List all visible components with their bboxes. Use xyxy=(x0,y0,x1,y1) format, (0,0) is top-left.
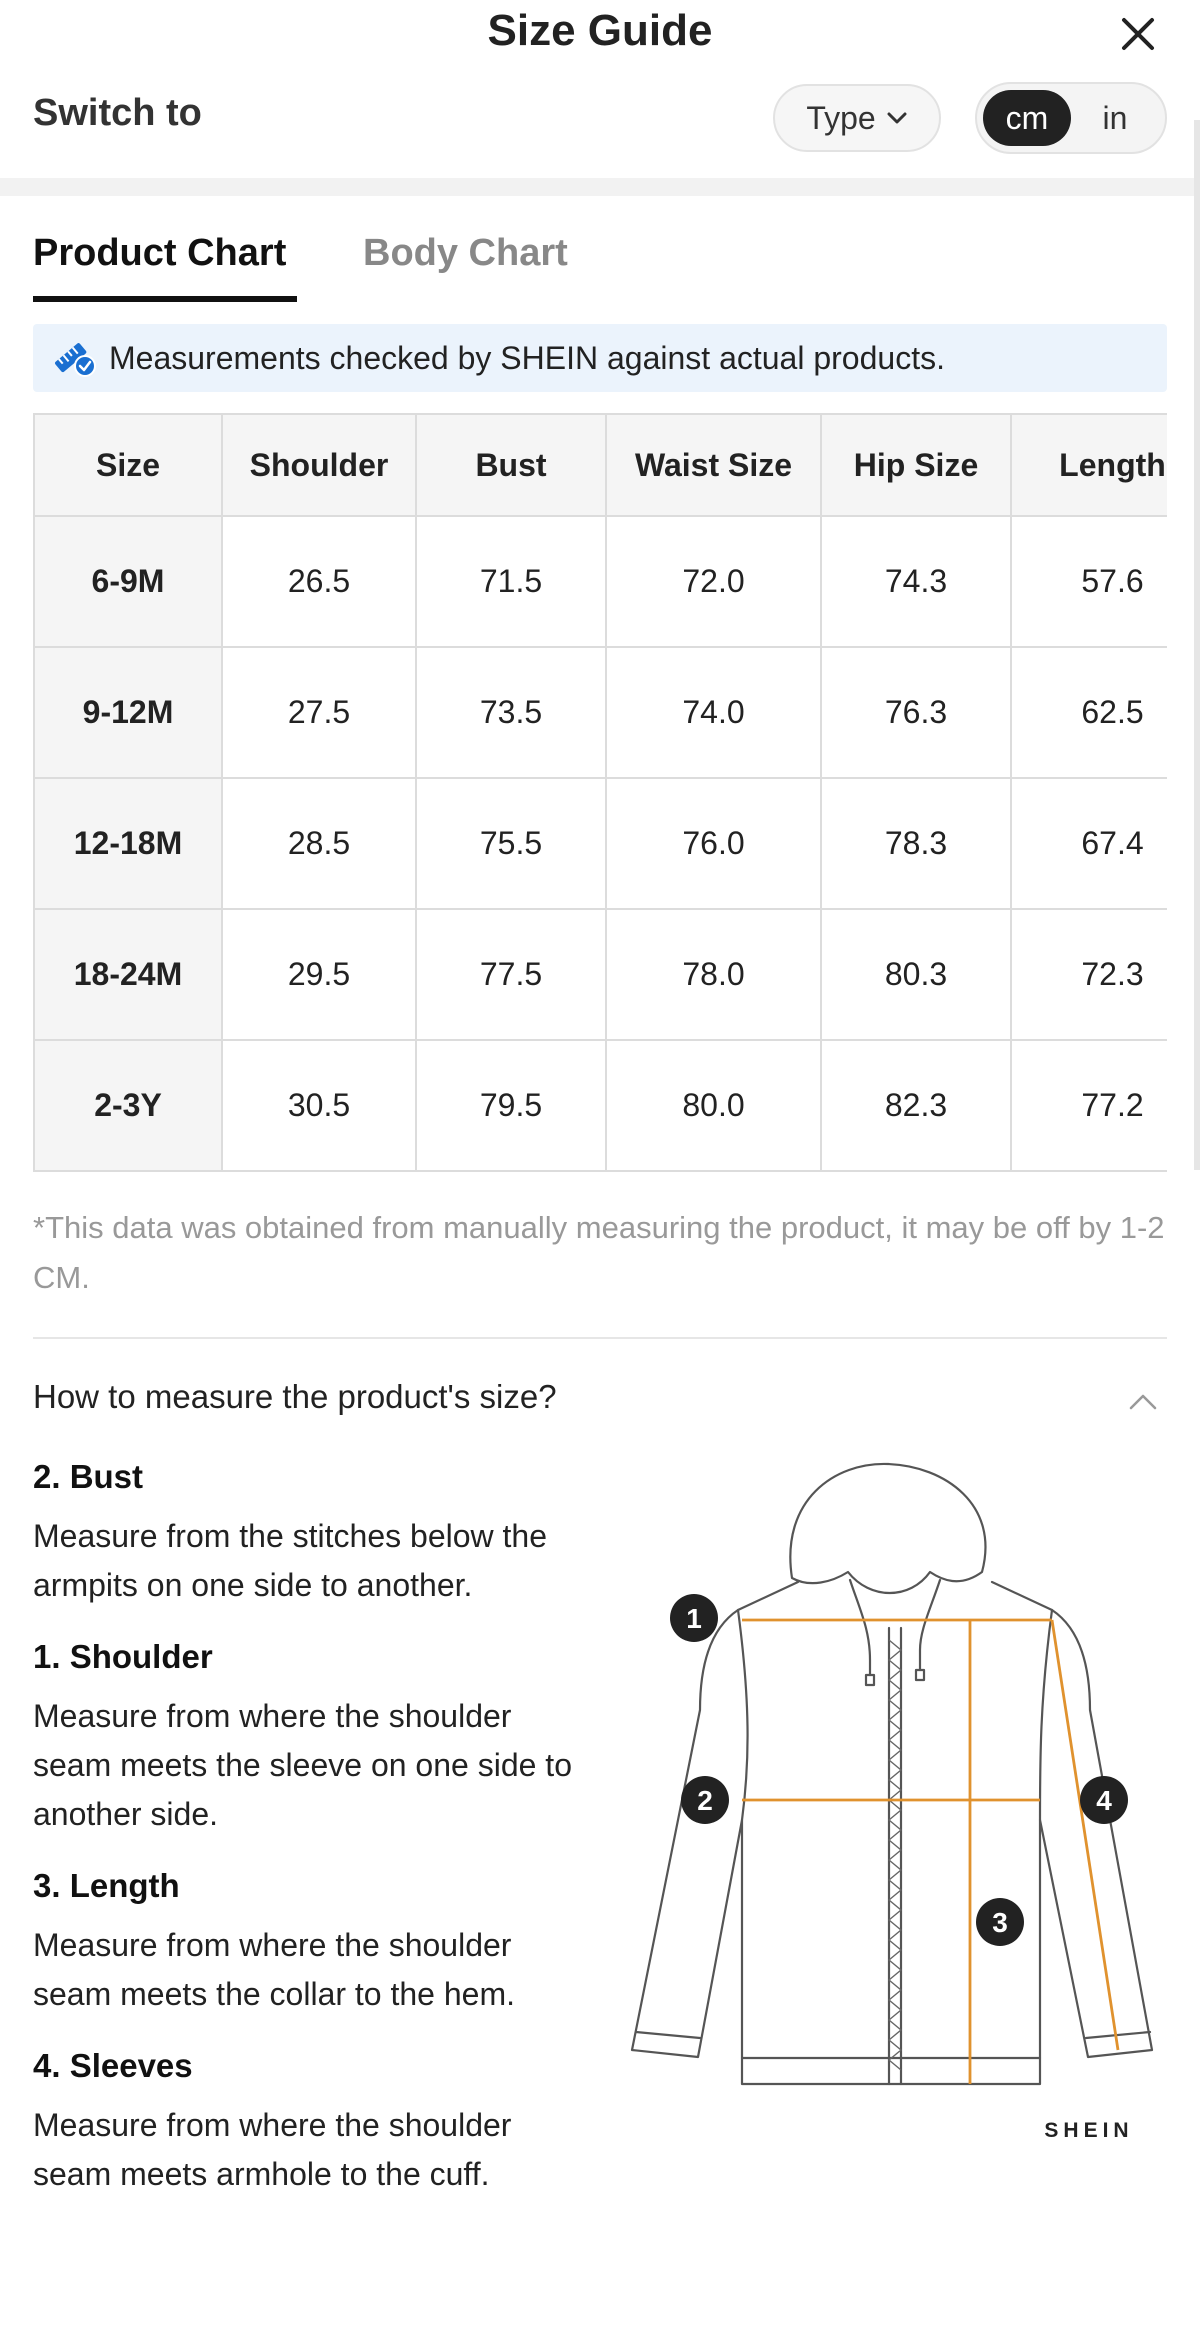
table-cell: 71.5 xyxy=(415,515,607,648)
column-header: Size xyxy=(33,413,223,517)
table-cell: 27.5 xyxy=(221,646,417,779)
table-cell: 30.5 xyxy=(221,1039,417,1172)
table-cell: 73.5 xyxy=(415,646,607,779)
unit-toggle: cm in xyxy=(975,82,1167,154)
table-cell: 62.5 xyxy=(1010,646,1167,779)
column-header: Hip Size xyxy=(820,413,1012,517)
size-cell: 18-24M xyxy=(33,908,223,1041)
table-cell: 26.5 xyxy=(221,515,417,648)
table-cell: 28.5 xyxy=(221,777,417,910)
table-row: 2-3Y 30.5 79.5 80.0 82.3 77.2 xyxy=(33,1039,1167,1172)
unit-option-in[interactable]: in xyxy=(1102,99,1128,136)
chevron-up-icon[interactable] xyxy=(1125,1384,1161,1420)
unit-option-cm[interactable]: cm xyxy=(983,90,1071,146)
marker-label: 1 xyxy=(686,1603,702,1634)
step-title: 4. Sleeves xyxy=(33,2047,193,2084)
size-table-container[interactable]: Size Shoulder Bust Waist Size Hip Size L… xyxy=(33,413,1167,1173)
step-title: 2. Bust xyxy=(33,1458,144,1495)
table-cell: 82.3 xyxy=(820,1039,1012,1172)
table-cell: 76.3 xyxy=(820,646,1012,779)
table-cell: 80.3 xyxy=(820,908,1012,1041)
hoodie-measurement-illustration: 1 2 3 4 SHEIN xyxy=(630,1462,1154,2142)
tab-body-chart[interactable]: Body Chart xyxy=(363,232,568,274)
divider xyxy=(33,1337,1167,1339)
table-cell: 77.5 xyxy=(415,908,607,1041)
tab-product-chart[interactable]: Product Chart xyxy=(33,232,287,274)
switch-bar: Switch to Type cm in xyxy=(0,70,1200,180)
active-tab-indicator xyxy=(33,296,297,302)
table-cell: 29.5 xyxy=(221,908,417,1041)
marker-label: 2 xyxy=(697,1785,713,1816)
table-row: 12-18M 28.5 75.5 76.0 78.3 67.4 xyxy=(33,777,1167,910)
table-cell: 74.3 xyxy=(820,515,1012,648)
table-cell: 72.0 xyxy=(605,515,822,648)
measurement-footnote: *This data was obtained from manually me… xyxy=(33,1210,1165,1295)
marker-label: 4 xyxy=(1096,1785,1112,1816)
marker-1: 1 xyxy=(670,1594,718,1642)
table-cell: 67.4 xyxy=(1010,777,1167,910)
table-header-row: Size Shoulder Bust Waist Size Hip Size L… xyxy=(33,413,1167,517)
type-dropdown-label: Type xyxy=(806,99,876,136)
page-title: Size Guide xyxy=(487,6,713,55)
sleeve-measure-line xyxy=(1050,1619,1120,2051)
how-to-measure-title: How to measure the product's size? xyxy=(33,1378,557,1415)
measure-step-bust: 2. Bust Measure from the stitches below … xyxy=(33,1458,593,1610)
table-cell: 78.0 xyxy=(605,908,822,1041)
size-table: Size Shoulder Bust Waist Size Hip Size L… xyxy=(33,413,1167,1172)
scrollbar[interactable] xyxy=(1194,120,1200,1170)
table-cell: 77.2 xyxy=(1010,1039,1167,1172)
notice-text: Measurements checked by SHEIN against ac… xyxy=(109,339,945,376)
table-cell: 78.3 xyxy=(820,777,1012,910)
table-row: 6-9M 26.5 71.5 72.0 74.3 57.6 xyxy=(33,515,1167,648)
hoodie-body-outline xyxy=(630,1580,1154,2086)
measure-step-shoulder: 1. Shoulder Measure from where the shoul… xyxy=(33,1638,593,1839)
header: Size Guide xyxy=(0,0,1200,64)
close-icon[interactable] xyxy=(1116,12,1160,56)
table-cell: 57.6 xyxy=(1010,515,1167,648)
brand-logo: SHEIN xyxy=(1044,2119,1133,2142)
hood-outline xyxy=(789,1462,987,1594)
measure-steps: 2. Bust Measure from the stitches below … xyxy=(33,1458,593,2227)
switch-label: Switch to xyxy=(33,92,202,134)
table-cell: 74.0 xyxy=(605,646,822,779)
table-row: 18-24M 29.5 77.5 78.0 80.3 72.3 xyxy=(33,908,1167,1041)
measure-step-sleeves: 4. Sleeves Measure from where the should… xyxy=(33,2047,593,2199)
measurement-notice: Measurements checked by SHEIN against ac… xyxy=(33,324,1167,392)
size-cell: 2-3Y xyxy=(33,1039,223,1172)
step-title: 1. Shoulder xyxy=(33,1638,213,1675)
how-to-measure-header[interactable]: How to measure the product's size? xyxy=(33,1378,1167,1428)
marker-label: 3 xyxy=(992,1907,1008,1938)
marker-2: 2 xyxy=(681,1776,729,1824)
step-text: Measure from where the shoulder seam mee… xyxy=(33,1698,572,1832)
table-cell: 79.5 xyxy=(415,1039,607,1172)
step-text: Measure from where the shoulder seam mee… xyxy=(33,2107,512,2192)
chevron-down-icon xyxy=(887,112,907,124)
marker-3: 3 xyxy=(976,1898,1024,1946)
step-title: 3. Length xyxy=(33,1867,180,1904)
column-header: Length xyxy=(1010,413,1167,517)
zipper-teeth xyxy=(887,1639,903,2071)
table-cell: 80.0 xyxy=(605,1039,822,1172)
table-row: 9-12M 27.5 73.5 74.0 76.3 62.5 xyxy=(33,646,1167,779)
table-cell: 75.5 xyxy=(415,777,607,910)
size-cell: 12-18M xyxy=(33,777,223,910)
armhole-seam xyxy=(736,1608,749,1822)
column-header: Bust xyxy=(415,413,607,517)
table-cell: 76.0 xyxy=(605,777,822,910)
armhole-seam xyxy=(1038,1608,1054,1822)
column-header: Shoulder xyxy=(221,413,417,517)
step-text: Measure from where the shoulder seam mee… xyxy=(33,1927,515,2012)
column-header: Waist Size xyxy=(605,413,822,517)
table-cell: 72.3 xyxy=(1010,908,1167,1041)
ruler-check-icon xyxy=(55,343,96,377)
measure-step-length: 3. Length Measure from where the shoulde… xyxy=(33,1867,593,2019)
type-dropdown[interactable]: Type xyxy=(773,84,941,152)
step-text: Measure from the stitches below the armp… xyxy=(33,1518,548,1603)
marker-4: 4 xyxy=(1080,1776,1128,1824)
size-cell: 9-12M xyxy=(33,646,223,779)
section-divider xyxy=(0,178,1200,196)
size-cell: 6-9M xyxy=(33,515,223,648)
